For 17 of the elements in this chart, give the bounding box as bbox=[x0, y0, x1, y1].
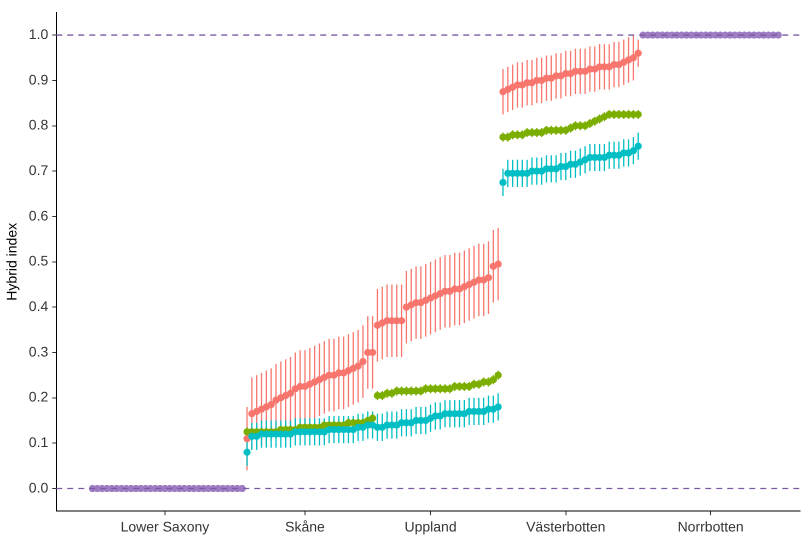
y-tick-label: 0.4 bbox=[28, 298, 48, 314]
y-tick-label: 0.8 bbox=[28, 116, 48, 133]
y-tick-label: 0.2 bbox=[28, 388, 48, 405]
y-axis-title: Hybrid index bbox=[3, 222, 20, 301]
y-tick-label: 0.1 bbox=[28, 434, 48, 450]
x-tick-label: Uppland bbox=[404, 518, 457, 534]
y-tick-label: 0.3 bbox=[28, 343, 48, 360]
x-tick-label: Norrbotten bbox=[678, 518, 744, 534]
y-tick-label: 0.7 bbox=[28, 162, 48, 178]
y-tick-label: 1.0 bbox=[28, 26, 48, 42]
y-tick-label: 0.0 bbox=[28, 479, 48, 496]
y-tick-label: 0.6 bbox=[28, 207, 48, 224]
y-tick-label: 0.9 bbox=[28, 71, 48, 88]
x-tick-label: Skåne bbox=[285, 518, 326, 534]
y-tick-label: 0.5 bbox=[28, 252, 48, 269]
x-tick-label: Lower Saxony bbox=[120, 518, 210, 534]
x-tick-label: Västerbotten bbox=[526, 518, 606, 534]
